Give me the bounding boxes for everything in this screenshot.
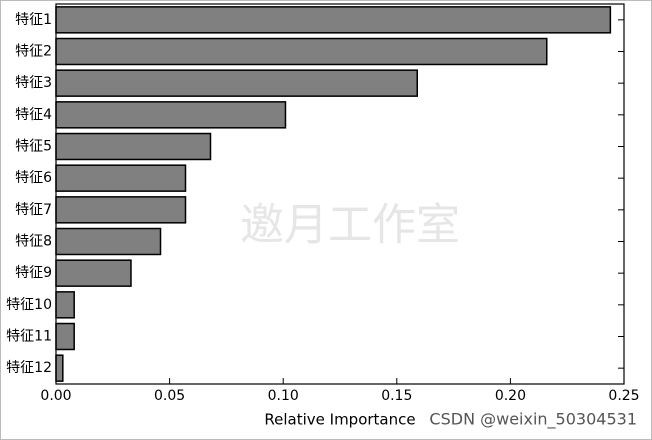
y-tick-label: 特征12 bbox=[6, 360, 52, 376]
y-tick-label: 特征11 bbox=[6, 329, 52, 345]
bar bbox=[55, 6, 612, 34]
x-tick-label: 0.20 bbox=[495, 388, 526, 404]
y-tick-label: 特征5 bbox=[15, 139, 52, 155]
plot-border bbox=[55, 3, 625, 385]
y-tick-label: 特征3 bbox=[15, 75, 52, 91]
y-tick-label: 特征10 bbox=[6, 297, 52, 313]
bar bbox=[55, 101, 287, 129]
x-tick-label: 0.05 bbox=[154, 388, 185, 404]
bar bbox=[55, 69, 418, 97]
y-tick-label: 特征2 bbox=[15, 44, 52, 60]
watermark: CSDN @weixin_50304531 bbox=[429, 410, 637, 430]
watermark: 邀月工作室 bbox=[240, 200, 460, 251]
bar bbox=[55, 132, 212, 161]
y-tick-label: 特征8 bbox=[15, 234, 52, 250]
x-tick-label: 0.00 bbox=[40, 388, 71, 404]
bar bbox=[55, 164, 187, 192]
x-tick-label: 0.25 bbox=[608, 388, 639, 404]
x-axis-label: Relative Importance bbox=[264, 411, 415, 429]
y-tick-label: 特征9 bbox=[15, 265, 52, 281]
bar bbox=[55, 291, 75, 319]
x-tick-label: 0.10 bbox=[268, 388, 299, 404]
bar bbox=[55, 259, 132, 287]
bar bbox=[55, 227, 162, 256]
y-tick-label: 特征1 bbox=[15, 12, 52, 28]
bar bbox=[55, 196, 187, 224]
y-tick-label: 特征6 bbox=[15, 170, 52, 186]
y-tick-label: 特征4 bbox=[15, 107, 52, 123]
bar bbox=[55, 37, 548, 66]
bar bbox=[55, 354, 64, 382]
y-tick-label: 特征7 bbox=[15, 202, 52, 218]
x-tick-label: 0.15 bbox=[381, 388, 412, 404]
bar bbox=[55, 322, 75, 351]
